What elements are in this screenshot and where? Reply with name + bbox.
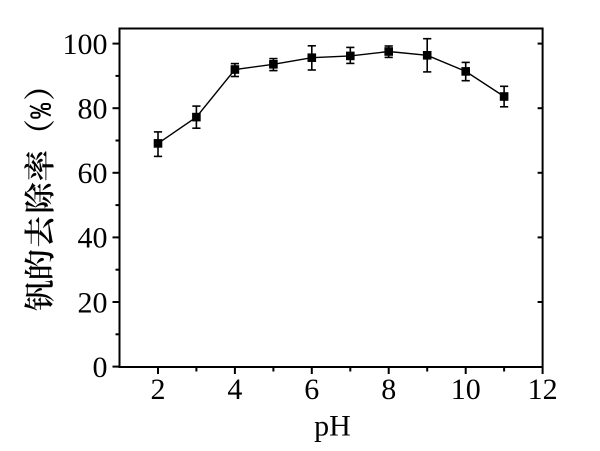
svg-text:2: 2 (151, 373, 166, 406)
svg-text:6: 6 (304, 373, 319, 406)
svg-text:100: 100 (63, 28, 108, 61)
svg-text:80: 80 (78, 93, 108, 126)
svg-text:0: 0 (93, 351, 108, 384)
svg-text:10: 10 (451, 373, 481, 406)
svg-text:40: 40 (78, 222, 108, 255)
svg-text:4: 4 (227, 373, 242, 406)
svg-text:12: 12 (528, 373, 558, 406)
svg-text:8: 8 (381, 373, 396, 406)
svg-text:20: 20 (78, 286, 108, 319)
svg-text:pH: pH (314, 410, 351, 443)
svg-text:60: 60 (78, 157, 108, 190)
